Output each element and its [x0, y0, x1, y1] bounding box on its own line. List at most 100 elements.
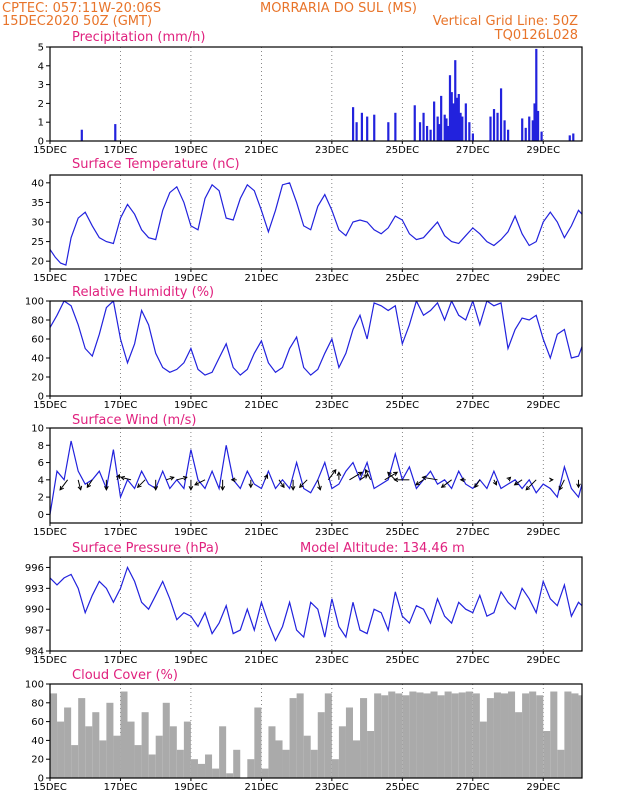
wind-vector-head — [298, 483, 304, 489]
precipitation-bar — [521, 118, 524, 141]
wind-xtick-label: 25DEC — [385, 527, 419, 538]
precipitation-bar — [459, 112, 462, 141]
precipitation-bar — [394, 112, 397, 141]
humidity-xtick-label: 29DEC — [526, 400, 560, 411]
cloud-xtick-label: 17DEC — [104, 782, 138, 793]
wind-vector — [278, 479, 285, 488]
humidity-ytick-label: 100 — [25, 297, 44, 308]
wind-vector-head — [248, 483, 254, 489]
cloud-column — [127, 721, 135, 778]
precipitation-ytick-label: 0 — [38, 137, 44, 148]
pressure-series-line — [50, 565, 582, 643]
humidity-xtick-label: 27DEC — [456, 400, 490, 411]
wind-vector-head — [365, 468, 370, 474]
pressure-ytick-label: 987 — [25, 626, 44, 637]
precipitation-bar — [471, 133, 474, 141]
wind-vector-head — [115, 473, 121, 479]
cloud-column — [374, 693, 382, 778]
wind-xtick-label: 29DEC — [526, 527, 560, 538]
temperature-ytick-label: 35 — [31, 198, 44, 209]
wind-vector-head — [492, 480, 498, 486]
cloud-column — [444, 691, 452, 778]
wind-vector — [474, 479, 481, 488]
wind-vector-head — [459, 477, 465, 483]
cloud-column — [578, 695, 582, 778]
wind-panel: 0 2 4 6 8 10 15DEC 17DEC 19DEC 21DEC 23DEC 25DEC 27D… — [31, 424, 583, 538]
cloud-column — [508, 691, 516, 778]
precipitation-bar — [447, 125, 450, 141]
precipitation-xtick-label: 15DEC — [33, 145, 67, 156]
humidity-ytick-label: 20 — [31, 373, 44, 384]
precipitation-bar — [489, 116, 492, 141]
cloud-column — [78, 698, 86, 778]
precipitation-bar — [425, 125, 429, 141]
pressure-xtick-label: 21DEC — [245, 655, 279, 666]
cloud-column — [381, 695, 389, 778]
pressure-xtick-label: 27DEC — [456, 655, 490, 666]
precipitation-bar — [503, 120, 506, 141]
precipitation-bar — [450, 92, 453, 141]
panels-layer: 0 1 2 3 4 5 15DEC 17DEC 19DEC 21DEC 23DEC 25DEC 27DE… — [25, 43, 583, 793]
cloud-column — [296, 693, 304, 778]
precipitation-bar — [418, 122, 422, 141]
cloud-column — [50, 693, 58, 778]
humidity-xtick-label: 19DEC — [174, 400, 208, 411]
precipitation-bar — [568, 135, 571, 141]
precipitation-xtick-label: 27DEC — [456, 145, 490, 156]
humidity-xtick-label: 23DEC — [315, 400, 349, 411]
header-datetime: 15DEC2020 50Z (GMT) — [2, 14, 152, 29]
precipitation-bar — [496, 112, 499, 141]
precipitation-frame — [49, 46, 583, 142]
cloud-column — [106, 702, 114, 778]
cloud-column — [233, 749, 241, 778]
wind-vector-head — [280, 483, 285, 489]
cloud-column — [338, 726, 346, 778]
cloud-column — [226, 773, 234, 778]
temperature-plot-area — [50, 175, 582, 269]
cloud-xtick-label: 25DEC — [385, 782, 419, 793]
temperature-xtick-label: 27DEC — [456, 273, 490, 284]
temperature-xtick-label: 21DEC — [245, 273, 279, 284]
precipitation-plot-area — [80, 47, 575, 141]
wind-frame — [49, 427, 583, 524]
cloud-column — [522, 693, 530, 778]
cloud-xtick-label: 27DEC — [456, 782, 490, 793]
cloud-ytick-label: 60 — [31, 717, 44, 728]
cloud-column — [205, 754, 213, 778]
cloud-column — [536, 695, 544, 778]
precipitation-bar — [452, 103, 455, 141]
header-vertical-grid-line: Vertical Grid Line: 50Z — [433, 14, 578, 29]
cloud-column — [388, 691, 396, 778]
humidity-xtick-label: 15DEC — [33, 400, 67, 411]
humidity-series-line — [50, 301, 582, 376]
precipitation-bar — [455, 97, 459, 141]
cloud-column — [275, 740, 283, 778]
wind-vector — [176, 476, 187, 481]
pressure-xtick-label: 23DEC — [315, 655, 349, 666]
model-altitude-label: Model Altitude: 134.46 m — [300, 541, 465, 556]
pressure-ytick-label: 984 — [25, 647, 44, 658]
precipitation-bar — [443, 114, 446, 141]
wind-xtick-label: 17DEC — [104, 527, 138, 538]
wind-ytick-label: 10 — [31, 424, 44, 435]
humidity-ytick-label: 0 — [38, 392, 44, 403]
pressure-ytick-label: 990 — [25, 605, 44, 616]
temperature-xtick-label: 25DEC — [385, 273, 419, 284]
precipitation-xtick-label: 29DEC — [526, 145, 560, 156]
header-location-coords: CPTEC: 057:11W-20:06S — [2, 1, 161, 16]
precipitation-xtick-label: 17DEC — [104, 145, 138, 156]
temperature-ytick-label: 40 — [31, 178, 44, 189]
cloud-column — [493, 692, 501, 778]
pressure-plot-area — [50, 557, 582, 651]
wind-vector-head — [182, 475, 188, 481]
cloud-column — [282, 749, 290, 778]
wind-vector-head — [576, 483, 581, 489]
wind-vector-head — [77, 485, 83, 491]
wind-vector — [387, 471, 396, 481]
wind-vector-head — [104, 486, 109, 491]
wind-vector-head — [153, 486, 159, 491]
precipitation-bar — [413, 105, 416, 141]
cloud-column — [212, 768, 220, 778]
cloud-column — [254, 707, 262, 778]
precipitation-bar — [454, 60, 457, 141]
